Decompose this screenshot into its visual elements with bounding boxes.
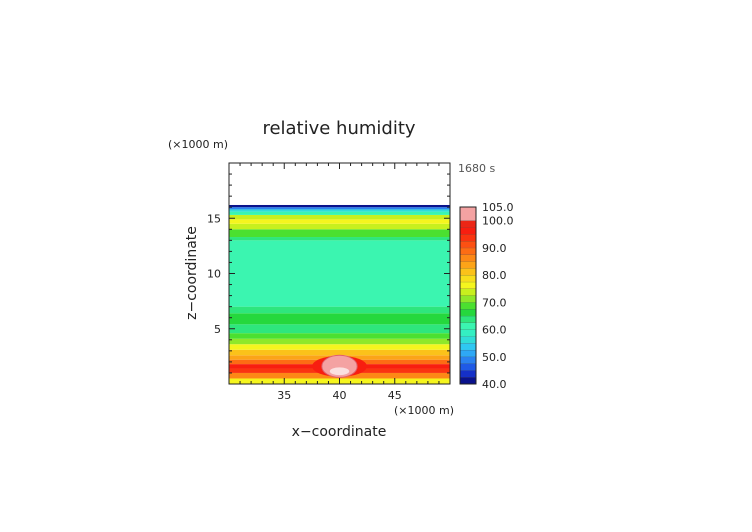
humidity-layer [229, 344, 450, 350]
x-tick-label: 35 [277, 389, 291, 402]
colorbar-band [460, 377, 476, 384]
colorbar-band [460, 322, 476, 330]
x-unit-label: (×1000 m) [394, 404, 454, 417]
colorbar-band [460, 234, 476, 242]
colorbar-band [460, 281, 476, 289]
humidity-layer [229, 237, 450, 241]
colorbar-band [460, 315, 476, 323]
humidity-layer [229, 313, 450, 325]
colorbar-band [460, 247, 476, 255]
colorbar-band [460, 356, 476, 364]
y-tick-label: 5 [214, 323, 221, 336]
colorbar-band [460, 363, 476, 371]
x-axis-title: x−coordinate [292, 424, 387, 440]
humidity-layer [229, 324, 450, 334]
humidity-layer [229, 207, 450, 210]
cloud-core-center [329, 367, 350, 376]
colorbar-band [460, 261, 476, 269]
humidity-layer [229, 211, 450, 215]
colorbar-band [460, 295, 476, 303]
humidity-layer [229, 349, 450, 356]
colorbar-label: 105.0 [482, 201, 514, 214]
colorbar-label: 60.0 [482, 324, 507, 337]
plot-area [228, 162, 451, 385]
humidity-layer [229, 214, 450, 220]
colorbar-band [460, 288, 476, 296]
colorbar-label: 100.0 [482, 215, 514, 228]
colorbar-band [460, 275, 476, 282]
humidity-layer [229, 219, 450, 224]
humidity-layer [229, 240, 450, 307]
y-tick-label: 15 [207, 212, 221, 225]
y-tick-label: 10 [207, 268, 221, 281]
humidity-layer [229, 338, 450, 345]
colorbar-band [460, 241, 476, 248]
colorbar-band [460, 227, 476, 235]
colorbar-band [460, 343, 476, 350]
y-unit-label: (×1000 m) [168, 138, 228, 151]
humidity-layer [229, 333, 450, 339]
colorbar-band [460, 302, 476, 310]
colorbar-label: 80.0 [482, 269, 507, 282]
x-axis: 35 40 45 [239, 163, 440, 402]
colorbar-band [460, 349, 476, 357]
colorbar-label: 40.0 [482, 378, 507, 391]
humidity-layer [229, 204, 450, 208]
x-tick-label: 40 [333, 389, 347, 402]
colorbar-band [460, 329, 476, 337]
time-label: 1680 s [458, 162, 495, 175]
humidity-layer [229, 229, 450, 238]
humidity-layer [229, 209, 450, 212]
colorbar-band [460, 268, 476, 276]
colorbar-band [460, 207, 476, 221]
colorbar-band [460, 336, 476, 344]
colorbar-label: 50.0 [482, 351, 507, 364]
x-tick-label: 45 [388, 389, 402, 402]
chart-title: relative humidity [262, 118, 415, 139]
colorbar-frame [459, 206, 477, 385]
colorbar-band [460, 370, 476, 378]
y-axis: 5 10 15 [207, 173, 450, 374]
humidity-layer [229, 223, 450, 230]
colorbar-label: 70.0 [482, 296, 507, 309]
y-axis-title: z−coordinate [184, 226, 200, 320]
colorbar-band [460, 309, 476, 316]
colorbar-band [460, 254, 476, 262]
humidity-layer [229, 306, 450, 314]
colorbar-label: 90.0 [482, 242, 507, 255]
colorbar-band [460, 220, 476, 228]
